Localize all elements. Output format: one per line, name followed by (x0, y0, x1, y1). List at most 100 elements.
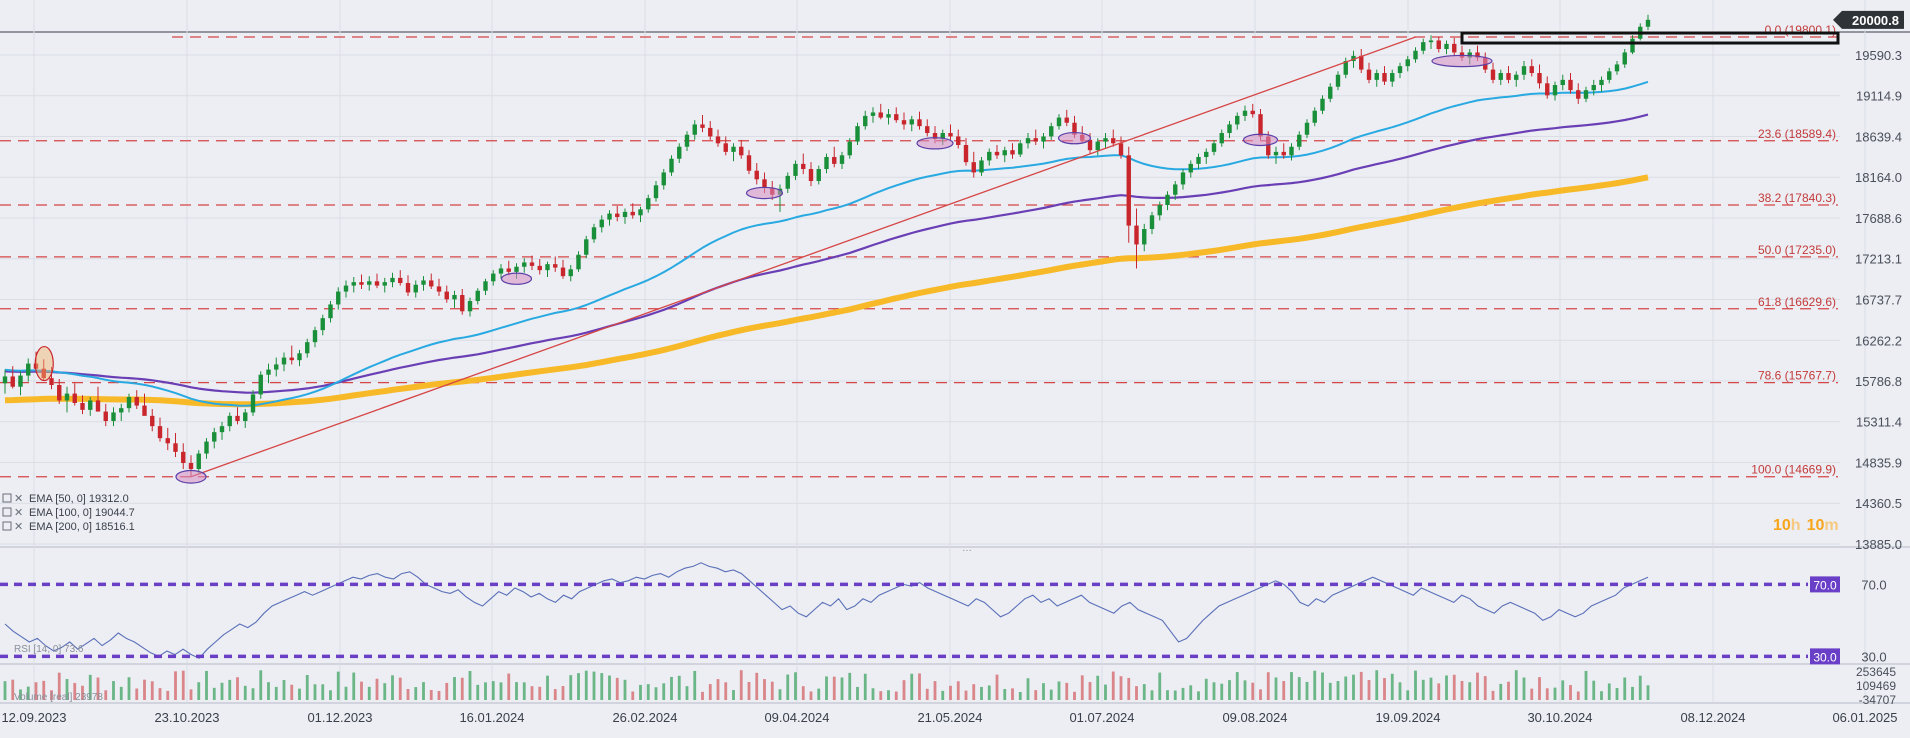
date-tick-label: 21.05.2024 (917, 710, 982, 725)
candle-body (1428, 40, 1434, 43)
volume-bar (1352, 674, 1355, 700)
candle-body (26, 363, 31, 376)
volume-bar (1592, 680, 1596, 700)
volume-bar (1142, 684, 1146, 700)
price-tick-label: 16737.7 (1855, 292, 1902, 307)
volume-bar (1212, 682, 1216, 700)
volume-bar (522, 682, 526, 700)
volume-bar (1584, 670, 1588, 700)
candle-body (72, 393, 77, 404)
price-tick-label: 18164.0 (1855, 170, 1902, 185)
candle-body (576, 254, 581, 270)
volume-bar (1049, 689, 1053, 700)
volume-bar (42, 680, 46, 700)
volume-bar (1305, 681, 1309, 700)
volume-bar (375, 678, 379, 700)
volume-bar (1607, 683, 1611, 700)
volume-bar (910, 673, 914, 700)
volume-bar (693, 670, 697, 700)
volume-bar (732, 690, 735, 700)
volume-bar (577, 673, 580, 700)
volume-bar (1600, 691, 1603, 700)
volume-bar (1344, 676, 1348, 700)
volume-bar (747, 681, 751, 700)
volume-bar (856, 686, 859, 700)
candle-body (731, 146, 736, 152)
candle-body (1552, 85, 1558, 96)
volume-bar (778, 689, 782, 700)
candle-body (1142, 229, 1147, 245)
candle-body (1281, 151, 1286, 156)
volume-bar (592, 671, 596, 700)
candle-body (591, 227, 597, 240)
date-tick-label: 01.12.2023 (307, 710, 372, 725)
candle-body (320, 318, 325, 331)
candle-body (545, 264, 550, 271)
legend-ema-text: EMA [100, 0] 19044.7 (29, 507, 135, 519)
fibonacci-levels: 0.0 (19800.1) 23.6 (18589.4) 38.2 (17840.3… (0, 23, 1838, 478)
volume-bar (468, 670, 472, 700)
volume-bar (848, 672, 852, 700)
candle-body (855, 126, 860, 142)
candle-body (1405, 59, 1410, 67)
candle-body (801, 163, 806, 170)
candle-body (10, 376, 15, 387)
price-tick-label: 17688.6 (1855, 211, 1902, 226)
volume-bar (166, 690, 170, 700)
candle-body (646, 198, 651, 210)
volume-bar (832, 676, 836, 700)
candle-body (1242, 110, 1248, 116)
volume-bar (546, 675, 549, 700)
candle-body (1607, 71, 1612, 80)
candle-body (514, 266, 519, 272)
volume-bar (724, 682, 728, 700)
volume-bar (809, 691, 813, 700)
candle-body (49, 378, 54, 386)
volume-bar (352, 672, 356, 700)
volume-bar (1282, 681, 1286, 700)
candle-body (444, 291, 449, 300)
volume-bar (964, 690, 968, 700)
candle-body (1545, 83, 1550, 96)
current-price-label: 20000.8 (1852, 13, 1899, 28)
candle-body (95, 400, 101, 412)
candle-body (987, 151, 992, 161)
candle-body (1072, 122, 1077, 135)
candle-body (1630, 38, 1635, 53)
candle-body (343, 285, 349, 292)
date-tick-label: 23.10.2023 (154, 710, 219, 725)
volume-bar (1576, 691, 1580, 700)
volume-bar (1034, 690, 1038, 700)
candle-body (18, 375, 23, 387)
candle-body (708, 127, 713, 137)
candle-body (1529, 66, 1534, 74)
volume-bar (1545, 688, 1549, 700)
candle-body (235, 415, 240, 422)
volume-bar (1166, 690, 1169, 700)
price-axis: 19590.3 19114.9 18639.4 18164.0 17688.6 17213… (1833, 10, 1904, 552)
candle-body (1010, 150, 1015, 155)
candle-body (173, 443, 178, 452)
candle-body (909, 119, 914, 125)
annotations (34, 31, 1840, 484)
touch-ellipse (175, 469, 207, 484)
volume-bar (600, 673, 604, 700)
volume-bar (290, 684, 294, 700)
volume-bar (623, 679, 627, 700)
candle-body (1165, 194, 1170, 206)
volume-tick-label: -34707 (1859, 693, 1897, 707)
candle-body (475, 290, 480, 302)
volume-bar (887, 690, 890, 700)
candle-body (64, 393, 70, 401)
volume-bar (197, 682, 201, 700)
brand-part-3: 10 (1807, 517, 1825, 534)
volume-bar (1414, 670, 1417, 700)
candle-body (1049, 126, 1054, 137)
volume-bar (918, 673, 921, 700)
candle-body (274, 364, 279, 370)
grid (0, 0, 1910, 704)
volume-bar (1507, 681, 1510, 700)
volume-bar (1398, 682, 1402, 700)
